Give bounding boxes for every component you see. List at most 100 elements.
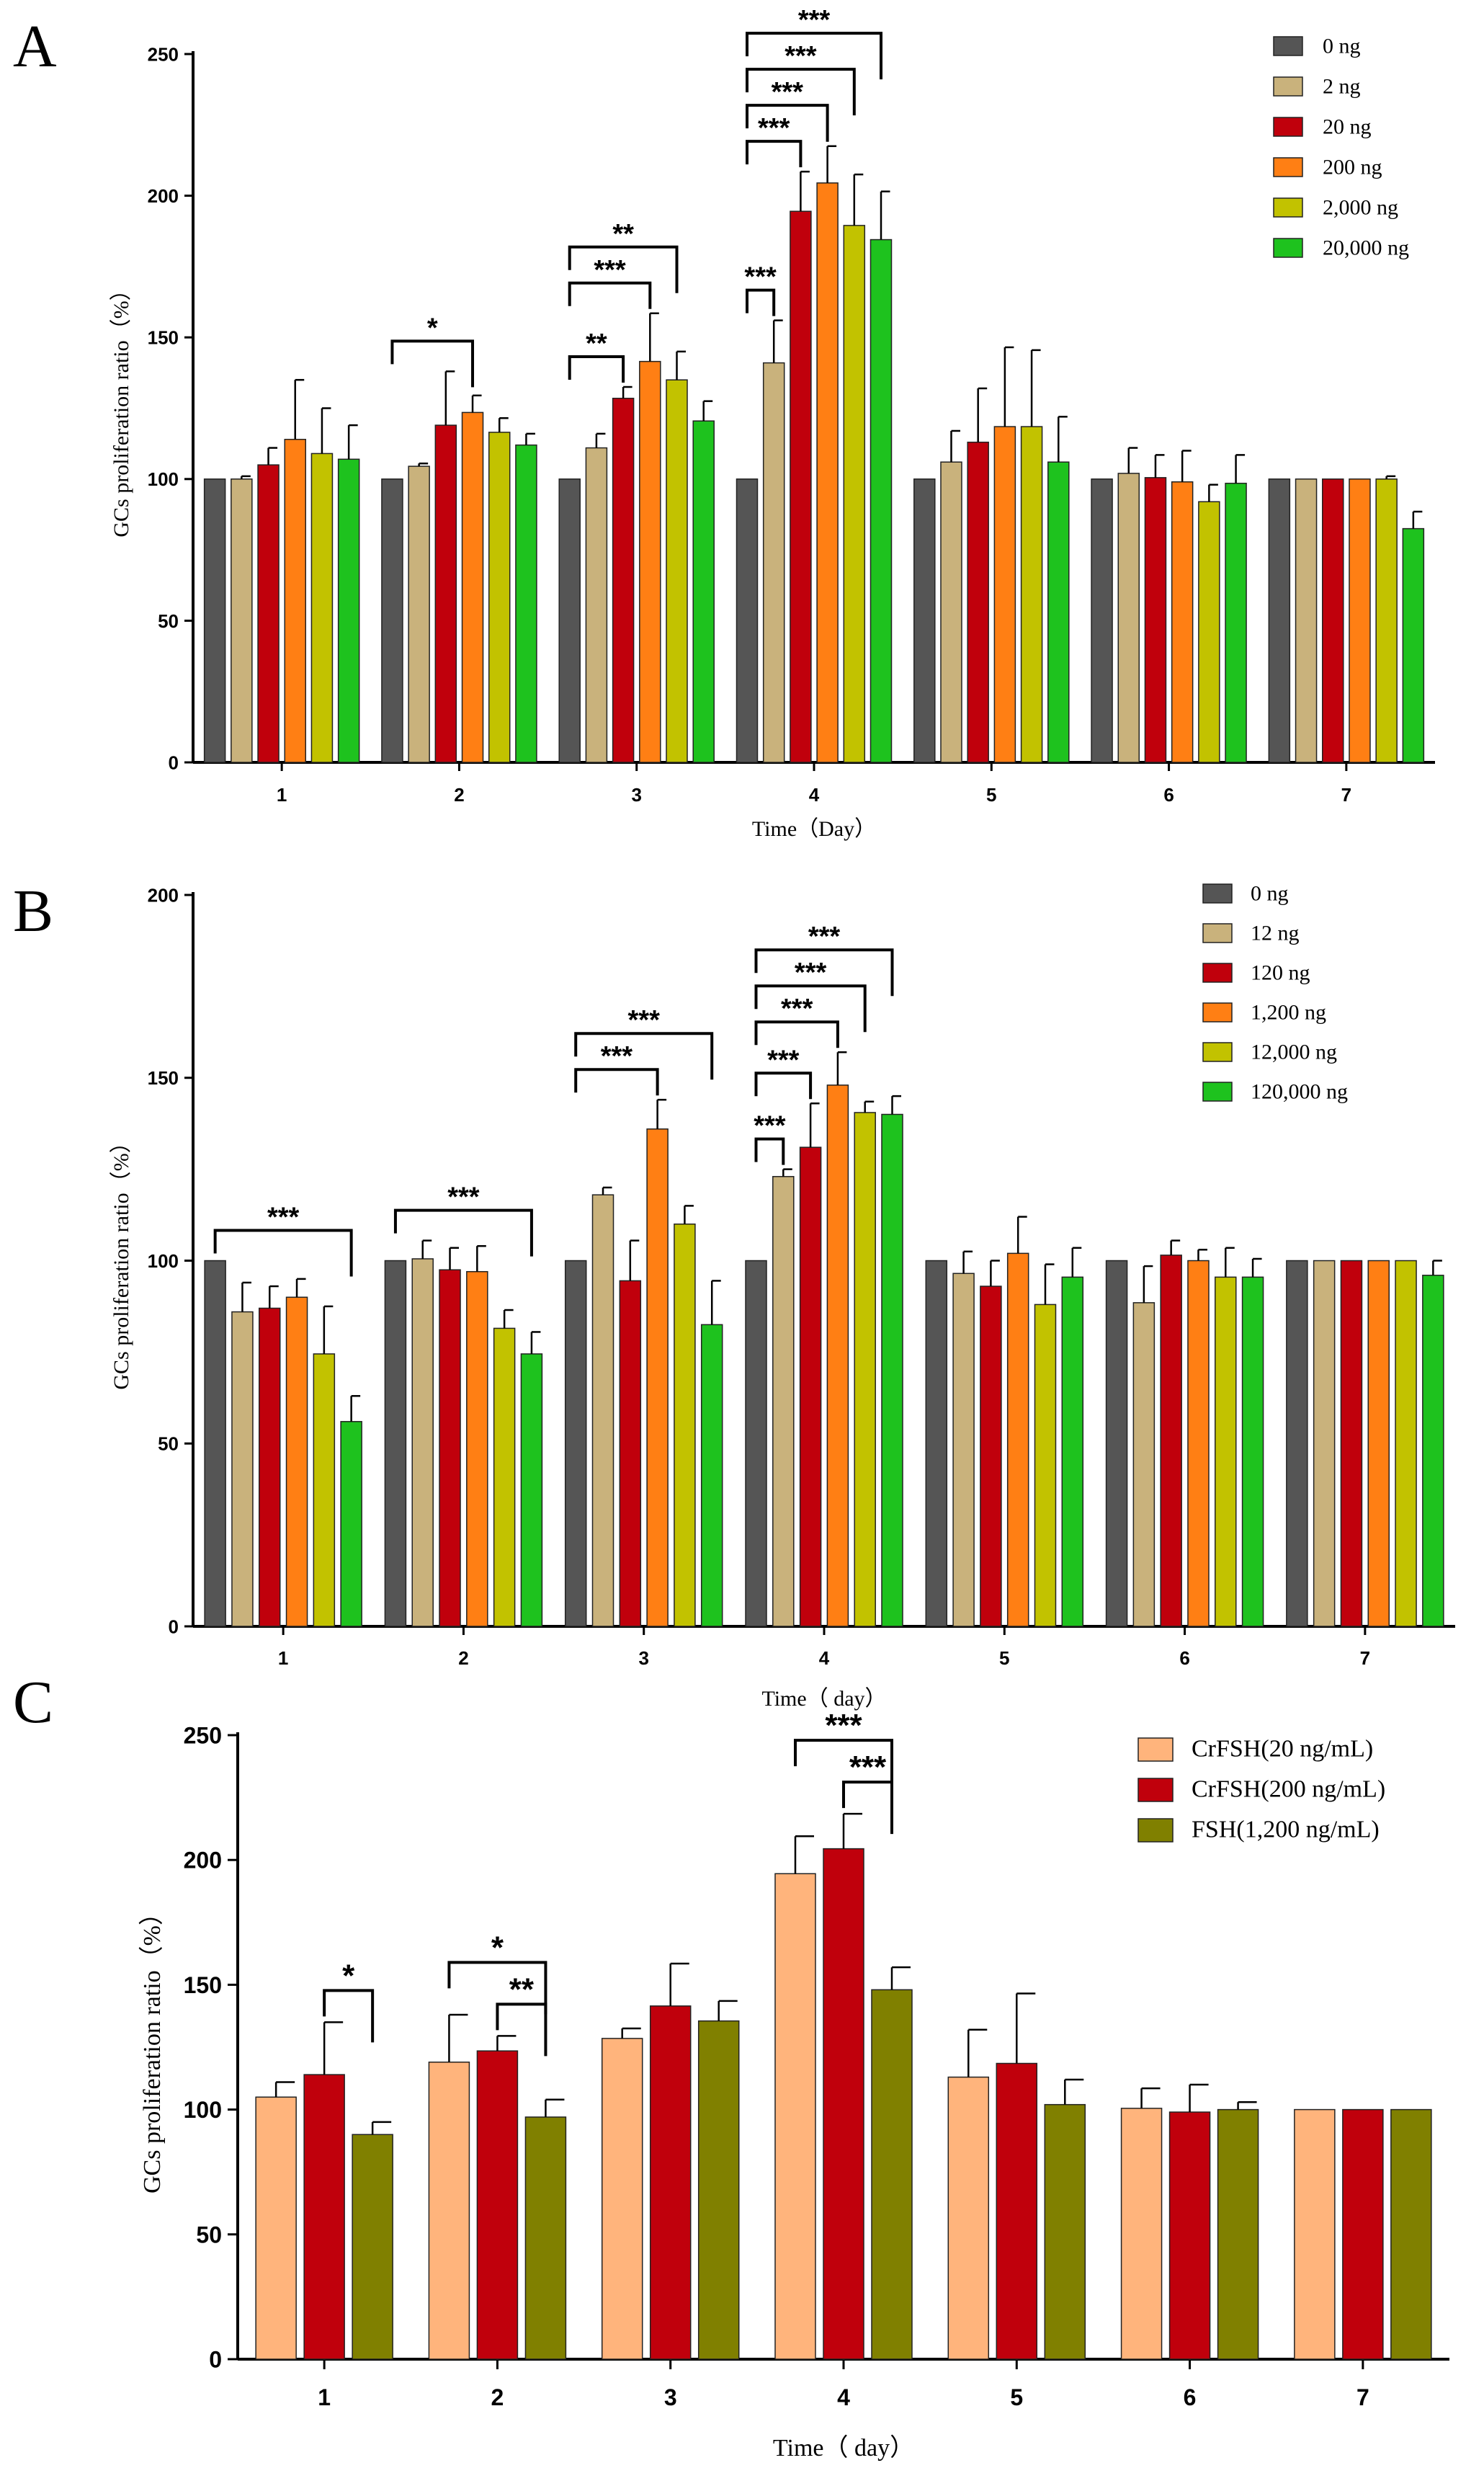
bar xyxy=(881,1113,903,1627)
legend-swatch xyxy=(1202,923,1233,943)
x-tick-label: 5 xyxy=(999,1647,1009,1669)
bar xyxy=(1091,478,1113,763)
legend-swatch xyxy=(1273,197,1303,218)
significance-bracket xyxy=(794,1739,893,1793)
legend-label: 12 ng xyxy=(1251,922,1300,945)
legend-swatch xyxy=(1202,1082,1233,1102)
significance-bracket xyxy=(754,1137,785,1165)
bar xyxy=(947,2076,990,2360)
bar xyxy=(646,1128,669,1627)
bar xyxy=(736,478,759,763)
bar xyxy=(313,1353,336,1627)
significance-bracket xyxy=(746,68,856,116)
bar xyxy=(940,461,962,763)
legend-swatch xyxy=(1273,76,1303,97)
bar xyxy=(772,1176,795,1627)
panel-letter: C xyxy=(13,1669,53,1736)
y-axis-label: GCs proliferation ratio（%） xyxy=(138,1901,166,2193)
y-tick-label: 0 xyxy=(169,1616,179,1637)
bar xyxy=(337,458,360,763)
y-tick-label: 150 xyxy=(184,1972,222,1998)
x-tick-label: 1 xyxy=(277,784,287,806)
bar xyxy=(870,239,893,763)
significance-label: *** xyxy=(795,958,827,988)
bar xyxy=(967,441,989,763)
significance-bracket xyxy=(746,140,803,168)
significance-label: ** xyxy=(586,329,607,359)
legend-label: CrFSH(200 ng/mL) xyxy=(1192,1776,1385,1803)
bar xyxy=(408,465,430,763)
bar xyxy=(1241,1276,1264,1627)
bar xyxy=(524,2116,567,2360)
legend-swatch xyxy=(1273,36,1303,56)
bar xyxy=(591,1194,614,1627)
bar xyxy=(381,478,403,763)
bar xyxy=(340,1421,362,1627)
bar xyxy=(762,362,785,763)
bar xyxy=(692,420,715,763)
legend-swatch xyxy=(1273,117,1303,137)
significance-label: * xyxy=(427,313,438,343)
legend-label: 20,000 ng xyxy=(1323,236,1409,260)
bar xyxy=(1217,2108,1259,2360)
legend-swatch xyxy=(1202,883,1233,904)
legend-swatch xyxy=(1273,238,1303,258)
bar xyxy=(674,1224,696,1627)
bar xyxy=(439,1269,461,1627)
bar xyxy=(666,379,688,763)
bar xyxy=(799,1146,822,1627)
significance-label: * xyxy=(342,1958,355,1993)
x-tick-label: 4 xyxy=(819,1647,830,1669)
significance-bracket xyxy=(393,1208,533,1257)
bar xyxy=(1047,461,1070,763)
significance-label: *** xyxy=(628,1005,661,1035)
significance-bracket xyxy=(754,1020,839,1048)
x-tick-label: 1 xyxy=(318,2384,331,2410)
y-tick-label: 200 xyxy=(148,884,179,906)
y-tick-label: 50 xyxy=(196,2222,222,2247)
x-axis-label: Time（Day） xyxy=(752,817,876,841)
x-axis-label: Time（ day） xyxy=(761,1687,886,1711)
panel-c: C 0 50 100 150 200 250 1 2 3 4 5 6 7 Time（ day） GCs pro… xyxy=(13,1669,1449,2462)
x-tick-label: 4 xyxy=(809,784,820,806)
x-axis-label: Time（ day） xyxy=(773,2434,914,2462)
bar xyxy=(1171,481,1194,763)
legend-label: 120,000 ng xyxy=(1251,1080,1348,1104)
bar xyxy=(1294,2108,1336,2360)
bar xyxy=(601,2038,643,2360)
legend-label: 0 ng xyxy=(1251,882,1289,906)
bar xyxy=(1044,2103,1086,2360)
bar xyxy=(1168,2111,1211,2360)
legend-swatch xyxy=(1137,1778,1174,1802)
bar xyxy=(1349,478,1371,763)
significance-label: *** xyxy=(798,5,831,35)
significance-bracket xyxy=(746,104,829,142)
significance-bracket xyxy=(447,1961,547,2015)
bar xyxy=(476,2050,519,2360)
y-tick-label: 50 xyxy=(158,1433,179,1455)
bar xyxy=(1061,1276,1084,1627)
legend-label: 120 ng xyxy=(1251,961,1310,985)
bar xyxy=(204,1260,226,1627)
bar xyxy=(1187,1260,1210,1627)
legend-label: 200 ng xyxy=(1323,156,1382,179)
bar xyxy=(790,210,812,763)
significance-label: *** xyxy=(825,1708,862,1743)
x-tick-label: 5 xyxy=(1010,2384,1023,2410)
x-tick-label: 3 xyxy=(638,1647,648,1669)
bar xyxy=(996,2062,1038,2360)
legend: 0 ng 12 ng 120 ng 1,200 ng 12,000 ng 120,000 … xyxy=(1202,882,1348,1104)
bar xyxy=(434,424,457,763)
bar xyxy=(255,2096,297,2360)
bar xyxy=(231,1311,254,1627)
bar xyxy=(520,1353,543,1627)
y-tick-label: 200 xyxy=(184,1848,222,1874)
bar xyxy=(1020,426,1043,763)
bar xyxy=(231,478,253,763)
legend-label: 0 ng xyxy=(1323,35,1361,58)
legend-label: FSH(1,200 ng/mL) xyxy=(1192,1817,1380,1843)
x-tick-label: 2 xyxy=(454,784,464,806)
bar xyxy=(1322,478,1344,763)
x-tick-label: 7 xyxy=(1360,1647,1370,1669)
